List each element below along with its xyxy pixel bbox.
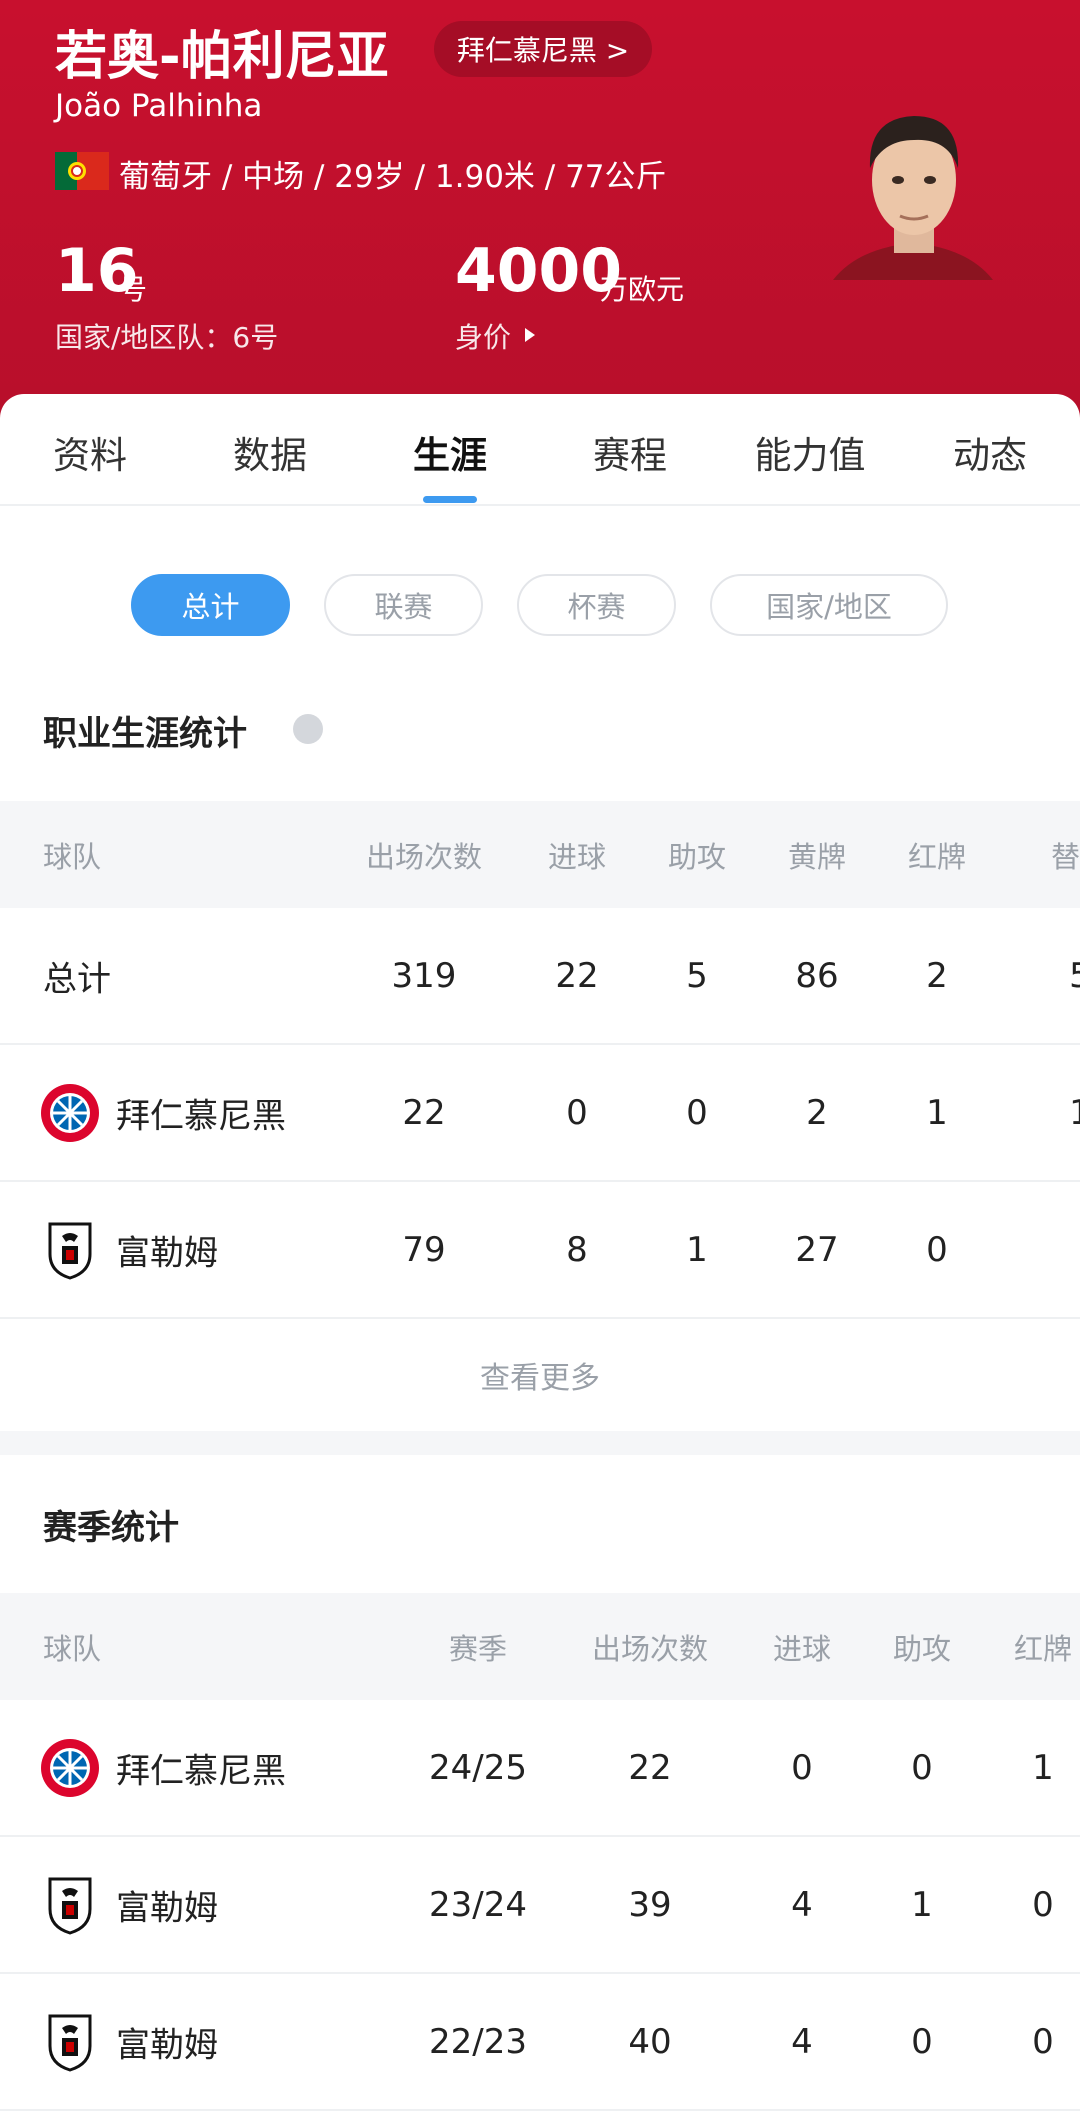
content-card xyxy=(0,394,1080,2093)
section-separator xyxy=(0,1431,1080,1455)
tab[interactable]: 资料 xyxy=(53,434,127,477)
column-header: 红牌 xyxy=(907,840,967,874)
national-number: 国家/地区队：6号 xyxy=(55,321,279,354)
column-header: 助攻 xyxy=(892,1632,952,1666)
stat-cell: 79 xyxy=(402,1230,446,1270)
row-divider xyxy=(0,1180,1080,1182)
tab[interactable]: 能力值 xyxy=(754,434,866,477)
table-header xyxy=(0,801,1080,908)
fulham-badge xyxy=(48,2014,92,2072)
stat-cell: 0 xyxy=(566,1093,588,1133)
team-name: 富勒姆 xyxy=(116,1888,218,1929)
stat-cell: 0 xyxy=(686,1093,708,1133)
row-divider xyxy=(0,1317,1080,1319)
stat-cell: 22 xyxy=(402,1093,446,1133)
stat-cell: 0 xyxy=(911,2022,933,2062)
row-divider xyxy=(0,1835,1080,1837)
stat-cell: 8 xyxy=(566,1230,588,1270)
column-header: 球队 xyxy=(43,840,102,874)
tab-divider xyxy=(0,504,1080,506)
help-icon xyxy=(293,714,323,744)
stat-cell: 22 xyxy=(555,956,599,996)
column-header: 助攻 xyxy=(667,840,727,874)
stat-cell: 4 xyxy=(791,2022,813,2062)
stat-cell: 22/23 xyxy=(429,2022,527,2062)
tab[interactable]: 数据 xyxy=(233,434,307,477)
bayern-badge xyxy=(41,1084,99,1142)
market-value: 4000 xyxy=(455,236,622,306)
column-header: 进球 xyxy=(547,840,607,874)
team-name: 富勒姆 xyxy=(116,1233,218,1274)
column-header: 红牌 xyxy=(1013,1632,1073,1666)
section-title: 职业生涯统计 xyxy=(43,714,247,754)
row-divider xyxy=(0,1043,1080,1045)
shirt-number-unit: 号 xyxy=(119,273,148,306)
fulham-badge xyxy=(48,1222,92,1280)
stat-cell: 5 xyxy=(1069,956,1080,996)
player-name-en: João Palhinha xyxy=(55,88,263,124)
stat-cell: 39 xyxy=(628,1885,672,1925)
column-header: 赛季 xyxy=(448,1632,508,1666)
tab[interactable]: 赛程 xyxy=(593,434,667,477)
stat-cell: 0 xyxy=(1032,2022,1054,2062)
player-name: 若奥-帕利尼亚 xyxy=(55,27,389,87)
filter-pill[interactable]: 联赛 xyxy=(324,574,483,636)
stat-cell: 23/24 xyxy=(429,1885,527,1925)
column-header: 出场次数 xyxy=(591,1632,709,1666)
stat-cell: 5 xyxy=(686,956,708,996)
section-title: 赛季统计 xyxy=(43,1508,179,1548)
stat-cell: 2 xyxy=(926,956,948,996)
tab-indicator xyxy=(423,496,477,503)
stat-cell: 1 xyxy=(1069,1093,1080,1133)
club-button[interactable]: 拜仁慕尼黑 > xyxy=(434,21,652,77)
stat-cell: 1 xyxy=(911,1885,933,1925)
stat-cell: 0 xyxy=(911,1748,933,1788)
column-header: 球队 xyxy=(43,1632,102,1666)
stat-cell: 0 xyxy=(791,1748,813,1788)
column-header: 黄牌 xyxy=(787,840,847,874)
player-photo xyxy=(833,116,993,280)
stat-cell: 22 xyxy=(628,1748,672,1788)
stat-cell: 86 xyxy=(795,956,839,996)
stat-cell: 1 xyxy=(686,1230,708,1270)
filter-pill[interactable]: 国家/地区 xyxy=(710,574,948,636)
team-name: 拜仁慕尼黑 xyxy=(116,1751,286,1792)
bayern-badge xyxy=(41,1739,99,1797)
stat-cell: 0 xyxy=(1032,1885,1054,1925)
stat-cell: 0 xyxy=(926,1230,948,1270)
stat-cell: 24/25 xyxy=(429,1748,527,1788)
filter-pill[interactable]: 总计 xyxy=(131,574,290,636)
more-link[interactable]: 查看更多 xyxy=(480,1361,600,1396)
market-value-label[interactable]: 身价 xyxy=(455,321,512,354)
stat-cell: 27 xyxy=(795,1230,839,1270)
team-name: 总计 xyxy=(43,959,111,1000)
column-header: 出场次数 xyxy=(365,840,483,874)
shirt-number: 16 xyxy=(55,236,139,306)
stat-cell: 4 xyxy=(791,1885,813,1925)
market-value-unit: 万欧元 xyxy=(600,273,685,306)
row-divider xyxy=(0,1972,1080,1974)
tab[interactable]: 动态 xyxy=(953,434,1027,477)
team-name: 富勒姆 xyxy=(116,2025,218,2066)
column-header: 替补 xyxy=(1050,840,1080,874)
stat-cell: 1 xyxy=(1032,1748,1054,1788)
filter-pill[interactable]: 杯赛 xyxy=(517,574,676,636)
table-header xyxy=(0,1593,1080,1700)
stat-cell: 2 xyxy=(806,1093,828,1133)
stat-cell: 319 xyxy=(391,956,457,996)
stat-cell: 1 xyxy=(926,1093,948,1133)
player-info: 葡萄牙 / 中场 / 29岁 / 1.90米 / 77公斤 xyxy=(119,159,667,195)
tab[interactable]: 生涯 xyxy=(413,434,487,477)
team-name: 拜仁慕尼黑 xyxy=(116,1096,286,1137)
stat-cell: 40 xyxy=(628,2022,672,2062)
arrow-icon xyxy=(525,328,535,342)
column-header: 进球 xyxy=(772,1632,832,1666)
fulham-badge xyxy=(48,1877,92,1935)
flag xyxy=(55,152,109,190)
